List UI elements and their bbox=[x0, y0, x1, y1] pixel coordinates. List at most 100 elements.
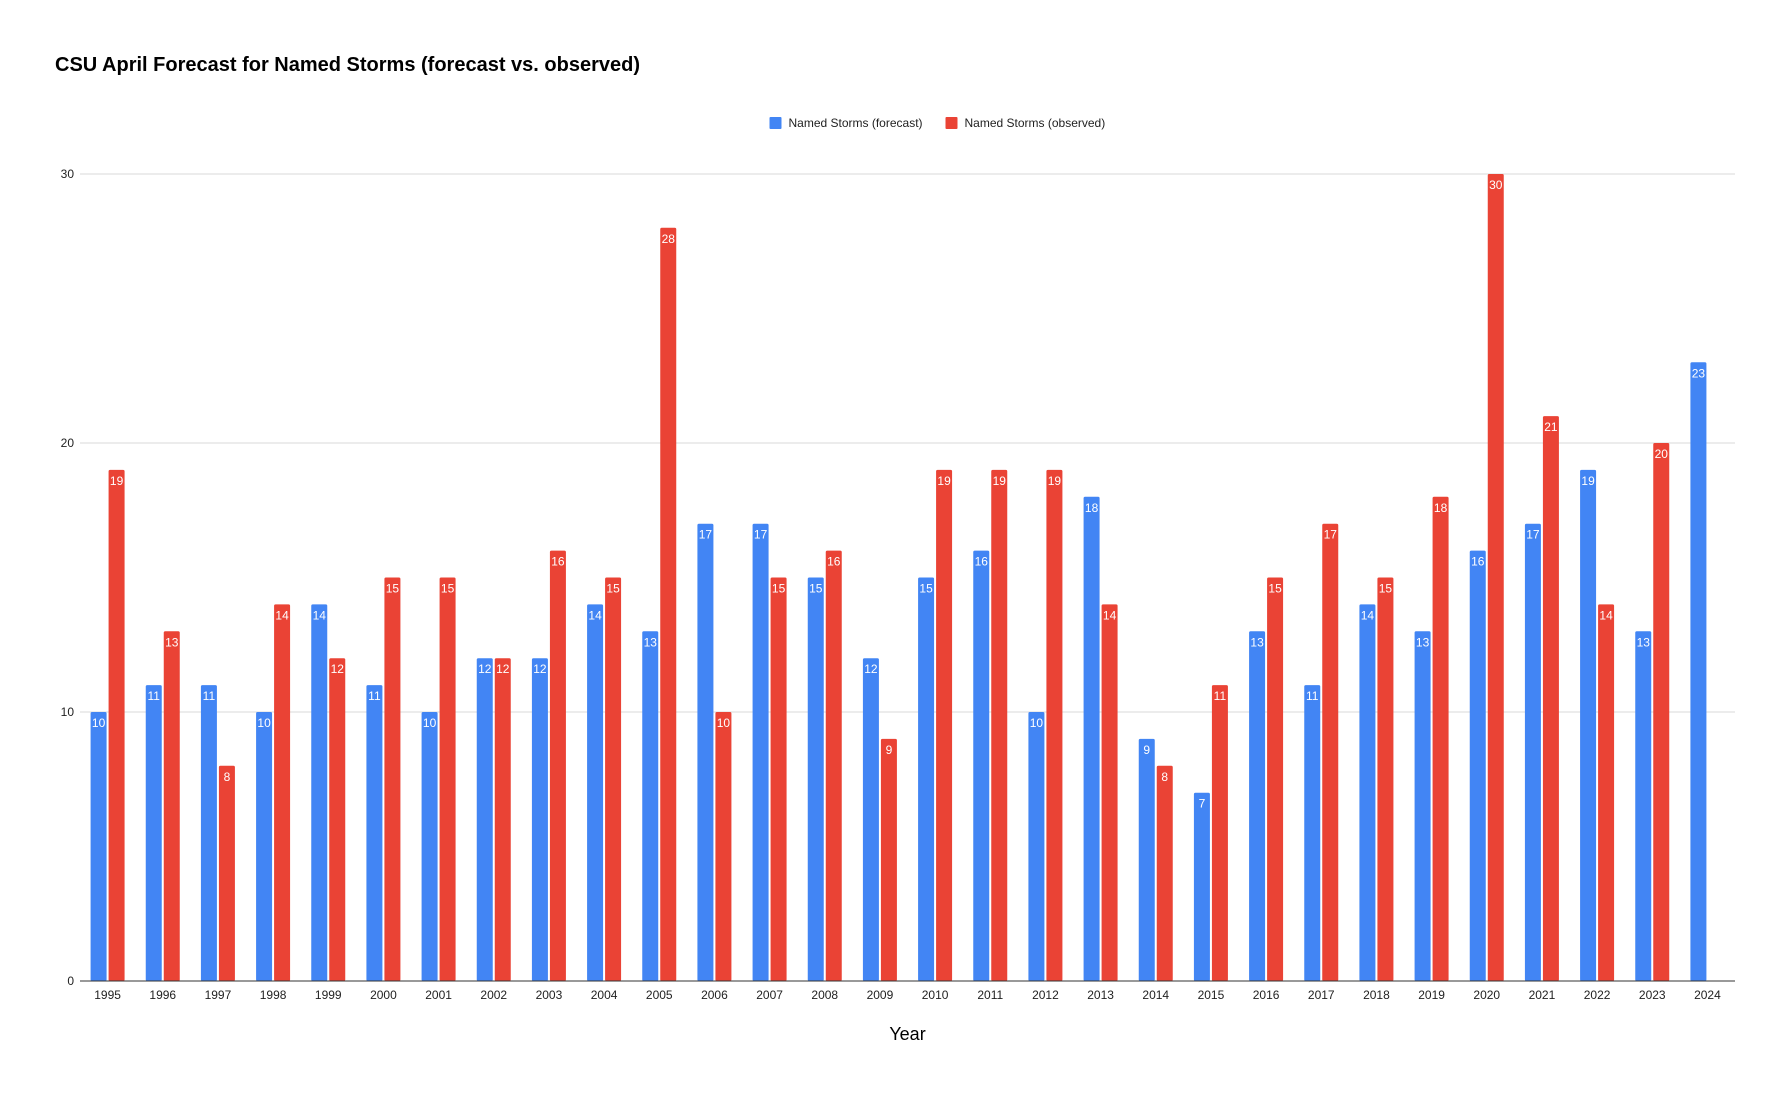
data-label-observed: 19 bbox=[110, 474, 124, 488]
data-label-forecast: 13 bbox=[1637, 635, 1651, 649]
x-tick-label: 2016 bbox=[1253, 988, 1280, 1002]
data-label-observed: 13 bbox=[165, 635, 179, 649]
bar-forecast bbox=[1028, 712, 1045, 981]
x-tick-label: 2017 bbox=[1308, 988, 1335, 1002]
bar-observed bbox=[163, 631, 180, 981]
bar-forecast bbox=[973, 550, 990, 981]
data-label-forecast: 13 bbox=[1250, 635, 1264, 649]
bar-observed bbox=[825, 550, 842, 981]
data-label-forecast: 14 bbox=[313, 608, 327, 622]
legend-label: Named Storms (observed) bbox=[965, 116, 1106, 130]
bar-forecast bbox=[1580, 469, 1597, 981]
data-label-observed: 19 bbox=[937, 474, 951, 488]
x-tick-label: 1996 bbox=[149, 988, 176, 1002]
x-tick-label: 1995 bbox=[94, 988, 121, 1002]
legend-swatch-observed bbox=[945, 117, 958, 129]
bar-observed bbox=[218, 765, 235, 981]
x-tick-label: 2007 bbox=[756, 988, 783, 1002]
x-tick-label: 2004 bbox=[591, 988, 618, 1002]
data-label-observed: 20 bbox=[1655, 447, 1669, 461]
data-label-observed: 17 bbox=[1324, 528, 1338, 542]
data-label-forecast: 10 bbox=[1030, 716, 1044, 730]
x-tick-label: 2023 bbox=[1639, 988, 1666, 1002]
data-label-forecast: 23 bbox=[1692, 366, 1706, 380]
x-tick-label: 2000 bbox=[370, 988, 397, 1002]
data-label-observed: 21 bbox=[1544, 420, 1558, 434]
data-label-forecast: 16 bbox=[1471, 555, 1485, 569]
bar-forecast bbox=[1083, 496, 1100, 981]
data-label-observed: 8 bbox=[224, 770, 231, 784]
x-tick-label: 2002 bbox=[480, 988, 507, 1002]
data-label-observed: 30 bbox=[1489, 178, 1503, 192]
bar-observed bbox=[1211, 685, 1228, 981]
x-tick-label: 2013 bbox=[1087, 988, 1114, 1002]
bar-forecast bbox=[1469, 550, 1486, 981]
x-tick-label: 1999 bbox=[315, 988, 342, 1002]
y-tick-label: 30 bbox=[61, 167, 75, 181]
data-label-observed: 14 bbox=[275, 608, 289, 622]
bar-observed bbox=[1432, 496, 1449, 981]
bar-observed bbox=[329, 658, 346, 981]
bar-forecast bbox=[918, 577, 935, 981]
data-label-forecast: 17 bbox=[754, 528, 768, 542]
bar-observed bbox=[1653, 443, 1670, 981]
data-label-observed: 15 bbox=[772, 582, 786, 596]
data-label-forecast: 15 bbox=[809, 582, 823, 596]
data-label-forecast: 14 bbox=[1361, 608, 1375, 622]
bar-forecast bbox=[476, 658, 493, 981]
data-label-forecast: 15 bbox=[919, 582, 933, 596]
x-tick-label: 1998 bbox=[260, 988, 287, 1002]
bar-forecast bbox=[862, 658, 879, 981]
bar-observed bbox=[1598, 604, 1615, 981]
x-axis-title: Year bbox=[889, 1024, 925, 1044]
bar-observed bbox=[494, 658, 511, 981]
bar-forecast bbox=[642, 631, 659, 981]
data-label-observed: 15 bbox=[606, 582, 620, 596]
bar-observed bbox=[439, 577, 456, 981]
data-label-forecast: 10 bbox=[423, 716, 437, 730]
data-label-observed: 15 bbox=[1268, 582, 1282, 596]
bar-forecast bbox=[531, 658, 548, 981]
data-label-forecast: 14 bbox=[588, 608, 602, 622]
data-label-forecast: 9 bbox=[1143, 743, 1150, 757]
bar-observed bbox=[770, 577, 787, 981]
data-label-forecast: 12 bbox=[533, 662, 547, 676]
legend-item: Named Storms (observed) bbox=[945, 116, 1106, 130]
data-label-observed: 11 bbox=[1214, 689, 1227, 703]
data-label-observed: 8 bbox=[1161, 770, 1168, 784]
bar-observed bbox=[715, 712, 732, 981]
data-label-forecast: 11 bbox=[148, 689, 161, 703]
data-label-observed: 18 bbox=[1434, 501, 1448, 515]
bar-observed bbox=[384, 577, 401, 981]
data-label-observed: 15 bbox=[1379, 582, 1393, 596]
bar-observed bbox=[991, 469, 1008, 981]
data-label-forecast: 11 bbox=[203, 689, 216, 703]
data-label-forecast: 13 bbox=[644, 635, 658, 649]
data-label-forecast: 12 bbox=[478, 662, 492, 676]
x-tick-label: 2001 bbox=[425, 988, 452, 1002]
bar-forecast bbox=[1524, 523, 1541, 981]
chart-title: CSU April Forecast for Named Storms (for… bbox=[55, 54, 640, 76]
data-label-observed: 10 bbox=[717, 716, 731, 730]
y-tick-label: 0 bbox=[67, 974, 74, 988]
data-label-forecast: 18 bbox=[1085, 501, 1099, 515]
bar-forecast bbox=[1690, 362, 1707, 981]
bar-forecast bbox=[587, 604, 604, 981]
bar-observed bbox=[1487, 174, 1504, 981]
bar-observed bbox=[1322, 523, 1339, 981]
bar-forecast bbox=[366, 685, 383, 981]
bar-observed bbox=[108, 469, 125, 981]
legend-swatch-forecast bbox=[769, 117, 782, 129]
y-tick-label: 10 bbox=[61, 705, 75, 719]
x-tick-label: 2011 bbox=[977, 988, 1003, 1002]
bar-forecast bbox=[311, 604, 328, 981]
bar-forecast bbox=[1138, 738, 1155, 981]
data-label-forecast: 16 bbox=[975, 555, 989, 569]
data-label-forecast: 19 bbox=[1581, 474, 1595, 488]
data-label-observed: 16 bbox=[827, 555, 841, 569]
data-label-forecast: 10 bbox=[92, 716, 106, 730]
data-label-forecast: 13 bbox=[1416, 635, 1430, 649]
bar-forecast bbox=[256, 712, 273, 981]
